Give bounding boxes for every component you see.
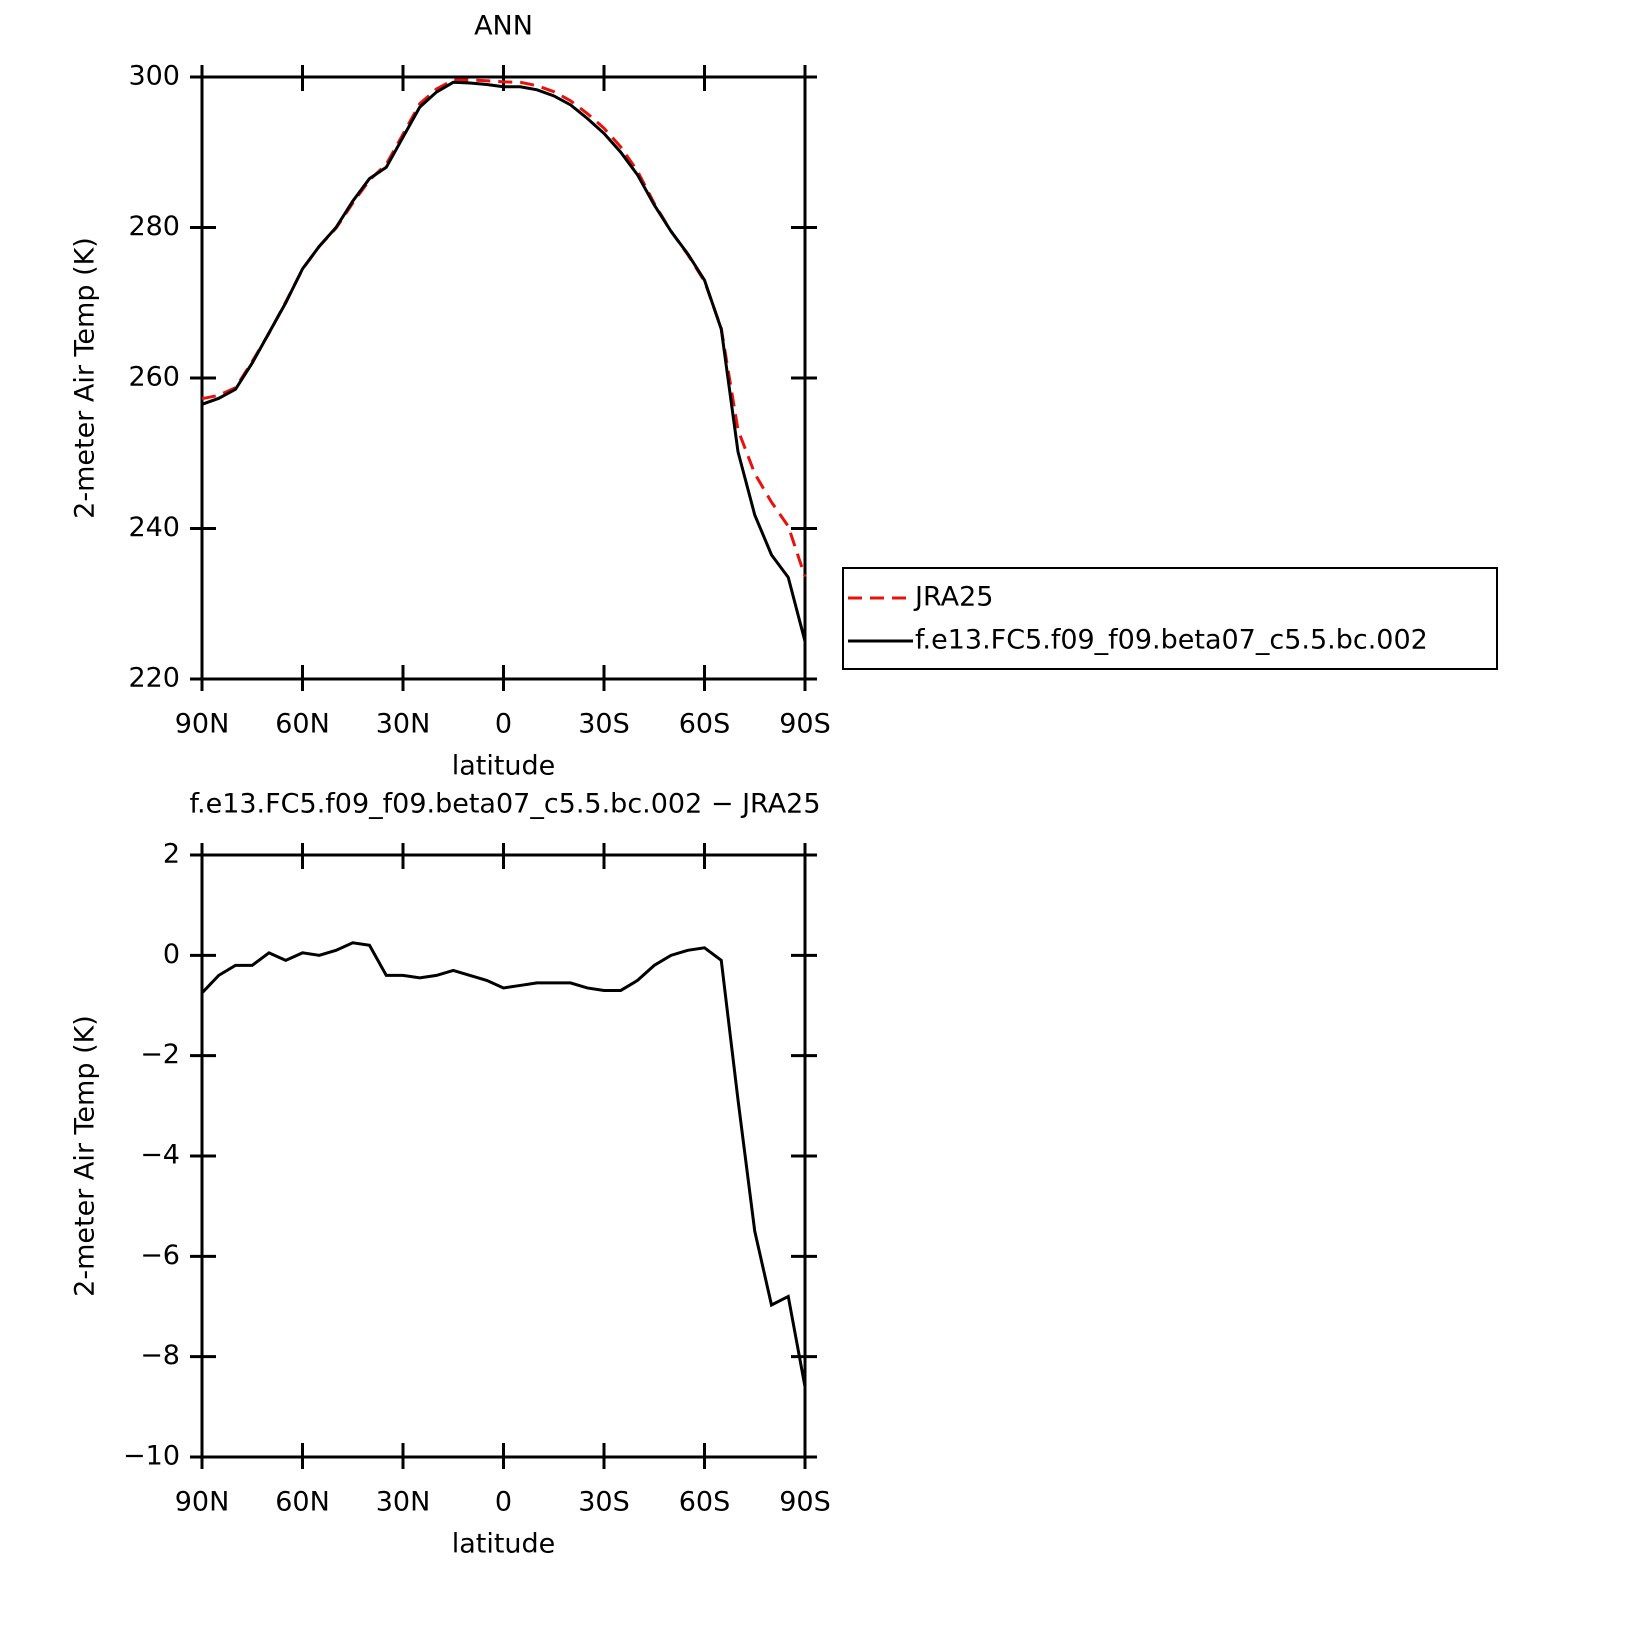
y-tick-label: 0	[163, 939, 180, 970]
x-tick-label: 90S	[779, 1487, 831, 1518]
x-tick-label: 0	[495, 1487, 512, 1518]
x-tick-label: 90N	[175, 1487, 230, 1518]
y-axis-label: 2-meter Air Temp (K)	[70, 1015, 101, 1297]
legend-box	[842, 567, 1498, 670]
x-axis-label: latitude	[452, 751, 556, 782]
legend-label: f.e13.FC5.f09_f09.beta07_c5.5.bc.002	[915, 625, 1428, 656]
x-tick-label: 60N	[275, 709, 330, 740]
data-line	[200, 941, 807, 1388]
x-axis-label: latitude	[452, 1529, 556, 1560]
x-tick-label: 0	[495, 709, 512, 740]
y-tick-label: 300	[128, 61, 180, 92]
x-tick-label: 30S	[578, 1487, 630, 1518]
x-tick-label: 60S	[679, 709, 731, 740]
x-tick-label: 90S	[779, 709, 831, 740]
data-line	[201, 78, 807, 578]
x-tick-label: 90N	[175, 709, 230, 740]
y-axis-label: 2-meter Air Temp (K)	[70, 237, 101, 519]
y-tick-label: −10	[123, 1441, 180, 1472]
y-tick-label: 2	[163, 839, 180, 870]
plot-frame	[200, 75, 807, 681]
y-tick-label: 240	[128, 512, 180, 543]
chart-title: f.e13.FC5.f09_f09.beta07_c5.5.bc.002 − J…	[189, 789, 820, 820]
plot-frame	[200, 853, 807, 1459]
chart-title: ANN	[474, 11, 533, 42]
y-tick-label: −8	[140, 1340, 180, 1371]
x-tick-label: 60N	[275, 1487, 330, 1518]
y-tick-label: 260	[128, 362, 180, 393]
legend-label: JRA25	[913, 582, 993, 613]
y-tick-label: −6	[140, 1240, 180, 1271]
x-tick-label: 30S	[578, 709, 630, 740]
y-tick-label: 280	[128, 211, 180, 242]
y-tick-label: 220	[128, 663, 180, 694]
data-line	[201, 80, 807, 642]
x-tick-label: 60S	[679, 1487, 731, 1518]
y-tick-label: −2	[140, 1039, 180, 1070]
y-tick-label: −4	[140, 1140, 180, 1171]
x-tick-label: 30N	[376, 1487, 431, 1518]
x-tick-label: 30N	[376, 709, 431, 740]
